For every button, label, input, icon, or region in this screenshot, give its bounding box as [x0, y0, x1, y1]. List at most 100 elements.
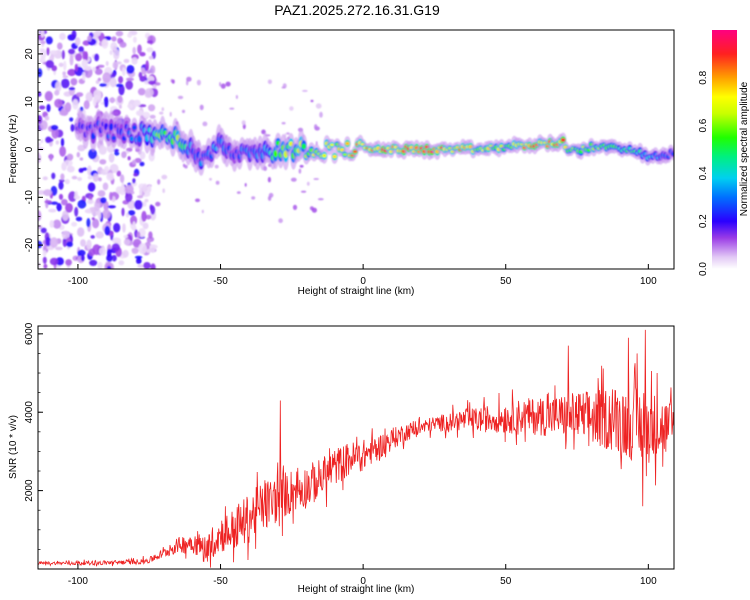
- noise-speckle: [75, 216, 83, 222]
- noise-speckle: [102, 182, 109, 191]
- noise-speckle: [81, 59, 88, 69]
- noise-speckle: [63, 159, 73, 167]
- noise-speckle: [38, 190, 45, 195]
- noise-speckle: [106, 265, 112, 269]
- noise-speckle: [58, 62, 64, 67]
- noise-speckle: [214, 164, 219, 169]
- noise-speckle: [126, 77, 134, 82]
- noise-speckle: [50, 125, 59, 131]
- noise-speckle: [137, 264, 145, 268]
- noise-speckle: [146, 237, 151, 244]
- x-tick-label: -50: [213, 576, 228, 587]
- noise-speckle: [104, 225, 111, 236]
- noise-speckle: [45, 36, 53, 45]
- noise-speckle: [149, 114, 156, 119]
- noise-speckle: [299, 164, 304, 168]
- noise-speckle: [70, 124, 75, 132]
- noise-speckle: [45, 60, 54, 69]
- noise-speckle: [77, 199, 87, 209]
- y-tick-label: -20: [24, 237, 35, 252]
- noise-speckle: [70, 78, 78, 86]
- noise-speckle: [111, 243, 120, 252]
- noise-speckle: [42, 256, 47, 264]
- noise-speckle: [146, 249, 151, 253]
- noise-speckle: [141, 185, 148, 192]
- noise-speckle: [196, 79, 201, 86]
- noise-speckle: [62, 75, 69, 79]
- noise-speckle: [281, 122, 286, 125]
- noise-speckle: [74, 190, 78, 200]
- noise-speckle: [42, 250, 47, 257]
- noise-speckle: [145, 214, 152, 220]
- noise-speckle: [267, 176, 271, 183]
- noise-speckle: [113, 48, 120, 60]
- noise-speckle: [55, 246, 63, 251]
- noise-speckle: [292, 204, 298, 210]
- noise-speckle: [225, 81, 231, 87]
- noise-speckle: [125, 80, 133, 90]
- noise-speckle: [43, 263, 48, 269]
- noise-speckle: [38, 153, 42, 164]
- noise-speckle: [132, 159, 137, 165]
- noise-speckle: [132, 46, 136, 55]
- noise-speckle: [298, 168, 302, 174]
- noise-speckle: [83, 100, 90, 110]
- noise-speckle: [148, 80, 156, 85]
- y-tick-label: 2000: [24, 479, 35, 502]
- noise-speckle: [44, 115, 50, 121]
- noise-speckle: [146, 70, 152, 74]
- noise-speckle: [102, 209, 111, 219]
- noise-speckle: [76, 92, 84, 97]
- noise-speckle: [319, 111, 323, 118]
- noise-speckle: [115, 186, 124, 195]
- snr-series-line: [38, 329, 674, 568]
- noise-speckle: [306, 181, 310, 186]
- noise-speckle: [109, 97, 116, 103]
- noise-speckle: [139, 151, 146, 160]
- colorbar-tick-label: 0.8: [698, 70, 709, 84]
- noise-speckle: [40, 30, 45, 38]
- noise-speckle: [77, 144, 86, 152]
- noise-speckle: [145, 88, 154, 97]
- noise-speckle: [119, 174, 125, 183]
- noise-speckle: [111, 36, 117, 42]
- noise-speckle: [60, 173, 65, 181]
- noise-speckle: [40, 40, 46, 45]
- noise-speckle: [55, 140, 59, 145]
- noise-speckle: [116, 170, 122, 177]
- noise-speckle: [107, 205, 116, 209]
- noise-speckle: [236, 191, 241, 194]
- snr-x-axis: -100 -50 0 50 100: [68, 564, 657, 587]
- noise-speckle: [278, 218, 283, 224]
- noise-speckle: [141, 210, 147, 222]
- noise-speckle: [82, 71, 86, 81]
- noise-speckle: [43, 189, 52, 197]
- noise-speckle: [108, 153, 115, 163]
- noise-speckle: [49, 153, 53, 162]
- noise-speckle: [123, 238, 131, 246]
- noise-speckle: [80, 239, 86, 247]
- noise-speckle: [181, 109, 186, 114]
- noise-speckle: [122, 223, 126, 233]
- noise-speckle: [106, 254, 113, 262]
- noise-speckle: [55, 81, 62, 92]
- noise-speckle: [133, 36, 137, 43]
- noise-speckle: [71, 30, 77, 40]
- noise-speckle: [127, 103, 134, 109]
- noise-speckle: [87, 182, 96, 192]
- ridge-core: [137, 135, 142, 143]
- noise-speckle: [109, 50, 113, 56]
- noise-speckle: [98, 177, 102, 182]
- noise-speckle: [315, 103, 322, 109]
- noise-speckle: [58, 179, 65, 183]
- noise-speckle: [130, 181, 137, 187]
- noise-speckle: [121, 207, 125, 217]
- colorbar-axis: 0.0 0.2 0.4 0.6 0.8: [698, 70, 709, 276]
- noise-speckle: [97, 209, 102, 220]
- noise-speckle: [137, 256, 141, 261]
- colorbar-label: Normalized spectral amplitude: [739, 81, 750, 216]
- noise-speckle: [44, 91, 53, 102]
- y-tick-label: 10: [24, 96, 35, 108]
- noise-speckle: [131, 57, 138, 65]
- ridge-core: [132, 125, 137, 130]
